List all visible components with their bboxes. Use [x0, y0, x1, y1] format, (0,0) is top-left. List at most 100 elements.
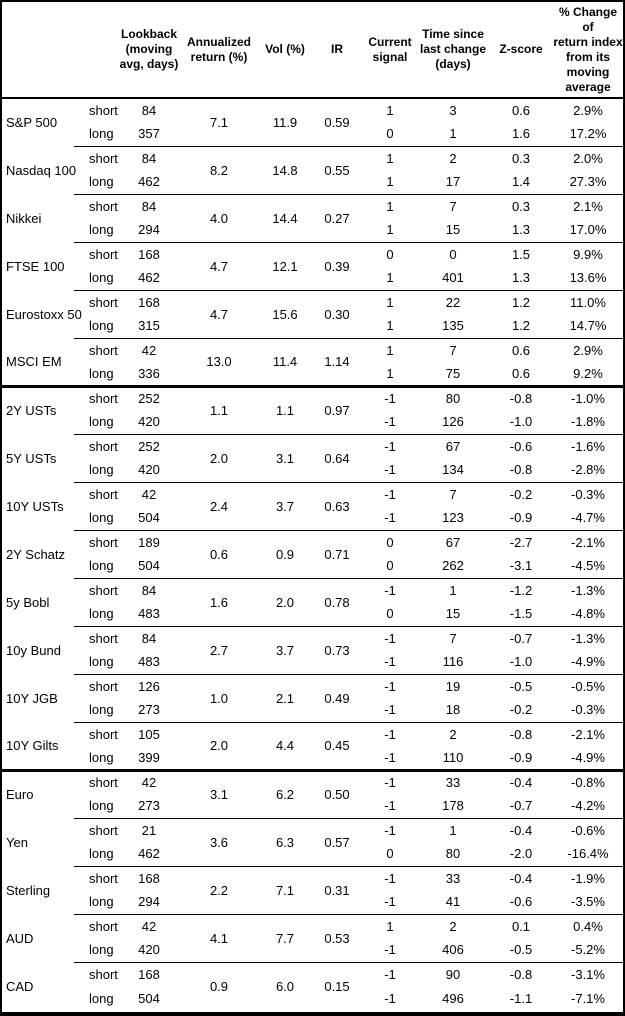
zscore-short-value: -1.2: [489, 577, 553, 602]
annualized-return-value: 13.0: [179, 337, 259, 386]
zscore-short-value: 0.3: [489, 193, 553, 218]
ir-value: 0.39: [311, 241, 363, 290]
horizon-short-label: short: [74, 961, 119, 986]
time-since-long-value: 17: [445, 174, 461, 190]
lookback-long-value: 504: [138, 510, 160, 526]
lookback-short-value: 84: [141, 103, 157, 118]
time-since-short-value: 33: [417, 768, 489, 794]
annualized-return-value: 8.2: [179, 145, 259, 194]
lookback-long-value: 273: [138, 798, 160, 814]
asset-row-short: 5y Bobl short 84 1.6 2.0 0.78 -1 1 -1.2 …: [2, 577, 623, 626]
horizon-long-label: long: [89, 606, 114, 622]
time-since-short-value: 7: [417, 481, 489, 506]
signal-short-value: 1: [363, 289, 417, 314]
lookback-short-value: 252: [119, 433, 179, 458]
zscore-long-value: 1.3: [511, 270, 531, 286]
vol-value: 3.7: [259, 625, 311, 674]
pct-change-short-value: -0.8%: [553, 768, 623, 794]
lookback-short-value: 168: [119, 961, 179, 986]
header-z-score: Z-score: [489, 2, 553, 99]
horizon-long-label: long: [89, 558, 114, 574]
asset-row-long: long 420 -1 126 -1.0 -1.8%: [2, 410, 623, 434]
pct-change-long-value: -4.7%: [571, 510, 605, 526]
asset-name: Nasdaq 100: [6, 162, 77, 178]
horizon-long-label: long: [89, 174, 114, 190]
zscore-long-value: -3.1: [509, 558, 533, 574]
pct-change-short-value: -0.5%: [553, 673, 623, 698]
asset-row-short: Nikkei short 84 4.0 14.4 0.27 1 7 0.3 2.…: [2, 193, 623, 242]
annualized-return-value: 1.0: [179, 673, 259, 722]
asset-name: 10Y USTs: [6, 498, 64, 514]
asset-row-long: long 399 -1 110 -0.9 -4.9%: [2, 746, 623, 770]
pct-change-short-value: -3.1%: [553, 961, 623, 986]
time-since-short-value: 90: [417, 961, 489, 986]
horizon-short-label: short: [89, 103, 118, 118]
horizon-long-label: long: [89, 654, 114, 670]
signal-long-value: -1: [384, 510, 396, 526]
time-since-long-value: 134: [442, 462, 464, 478]
ir-value: 0.59: [324, 114, 350, 130]
asset-row-long: long 294 1 15 1.3 17.0%: [2, 218, 623, 242]
time-since-short-value: 3: [449, 103, 457, 118]
signal-long-value: 0: [386, 846, 394, 862]
horizon-short-label: short: [74, 529, 119, 554]
horizon-short-label: short: [74, 289, 119, 314]
asset-name: 2Y Schatz: [6, 546, 66, 562]
lookback-short-value: 252: [119, 384, 179, 410]
lookback-short-value: 168: [119, 865, 179, 890]
asset-row-short: Euro short 42 3.1 6.2 0.50 -1 33 -0.4 -0…: [2, 768, 623, 818]
lookback-short-value: 42: [119, 913, 179, 938]
header-lookback: Lookback (moving avg, days): [119, 2, 179, 99]
pct-change-long-value: 27.3%: [569, 174, 607, 190]
horizon-long-label: long: [89, 270, 114, 286]
vol-value: 12.1: [259, 241, 311, 290]
time-since-short-value: 2: [417, 145, 489, 170]
signal-short-value: 1: [363, 193, 417, 218]
horizon-long-label: long: [89, 222, 114, 238]
lookback-short-value: 105: [119, 721, 179, 746]
asset-row-long: long 504 0 262 -3.1 -4.5%: [2, 554, 623, 578]
signal-short-value: -1: [363, 865, 417, 890]
pct-change-short-value: -1.9%: [553, 865, 623, 890]
time-since-short-value: 67: [417, 433, 489, 458]
signal-short-value: 1: [363, 337, 417, 362]
horizon-long-label: long: [89, 990, 114, 1006]
horizon-long-label: long: [89, 126, 114, 142]
asset-row-long: long 483 0 15 -1.5 -4.8%: [2, 602, 623, 626]
pct-change-long-value: -16.4%: [567, 846, 609, 862]
asset-row-short: 10Y JGB short 126 1.0 2.1 0.49 -1 19 -0.…: [2, 673, 623, 722]
horizon-short-label: short: [74, 145, 119, 170]
lookback-short-value: 42: [119, 337, 179, 362]
asset-row-short: Sterling short 168 2.2 7.1 0.31 -1 33 -0…: [2, 865, 623, 914]
zscore-short-value: -0.7: [489, 625, 553, 650]
zscore-long-value: -0.9: [509, 749, 533, 765]
pct-change-long-value: 17.0%: [569, 222, 607, 238]
signal-long-value: 0: [386, 558, 394, 574]
vol-value: 7.1: [259, 865, 311, 914]
zscore-short-value: -0.4: [489, 817, 553, 842]
signal-short-value: -1: [363, 817, 417, 842]
time-since-long-value: 80: [445, 846, 461, 862]
lookback-long-value: 462: [138, 174, 160, 190]
signal-short-value: -1: [363, 384, 417, 410]
ir-value: 0.45: [311, 721, 363, 770]
horizon-short-label: short: [74, 768, 119, 794]
horizon-short-label: short: [74, 913, 119, 938]
zscore-short-value: -0.5: [489, 673, 553, 698]
time-since-short-value: 2: [417, 721, 489, 746]
signal-long-value: -1: [384, 654, 396, 670]
ir-value: 0.27: [311, 193, 363, 242]
pct-change-long-value: -4.8%: [571, 606, 605, 622]
header-time-since-last-change: Time since last change (days): [417, 2, 489, 99]
asset-row-long: long 462 1 17 1.4 27.3%: [2, 170, 623, 194]
lookback-short-value: 84: [119, 145, 179, 170]
header-current-signal: Current signal: [363, 2, 417, 99]
asset-row-long: long 294 -1 41 -0.6 -3.5%: [2, 890, 623, 914]
zscore-long-value: -1.5: [509, 606, 533, 622]
signal-short-value: -1: [363, 481, 417, 506]
pct-change-short-value: 2.1%: [553, 193, 623, 218]
horizon-short-label: short: [74, 241, 119, 266]
horizon-short-label: short: [74, 721, 119, 746]
time-since-long-value: 75: [445, 365, 461, 381]
